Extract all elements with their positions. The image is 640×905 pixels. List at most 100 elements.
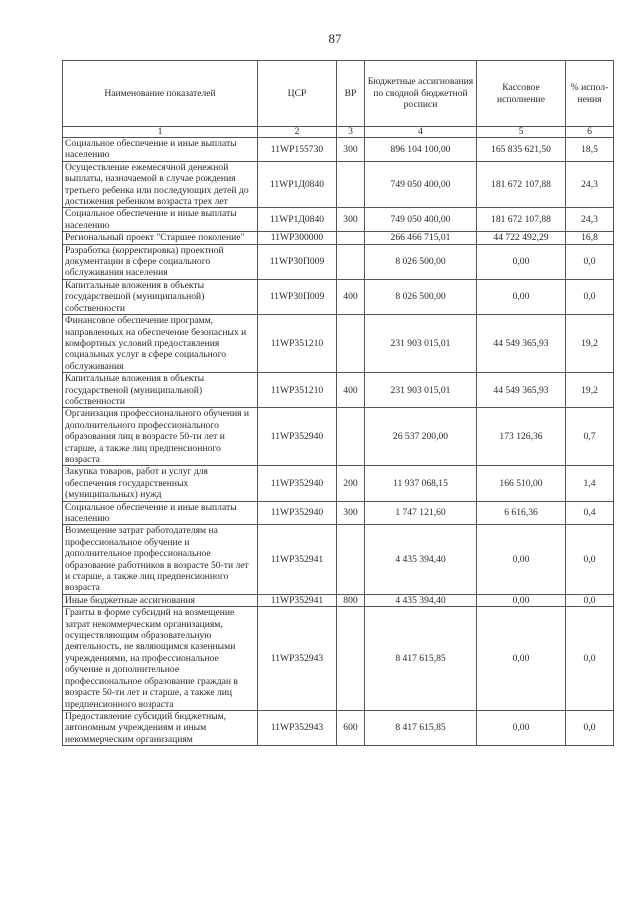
cell-vr: 300 <box>336 207 365 233</box>
cell-budget: 4 435 394,40 <box>364 593 477 608</box>
column-number: 1 <box>62 126 258 138</box>
cell-name: Организация профессионального обучения и… <box>62 407 258 467</box>
header-budget: Бюджетные ассигнования по сводной бюджет… <box>364 60 477 127</box>
cell-vr: 200 <box>336 465 365 502</box>
cell-name: Социальное обеспечение и иные выплаты на… <box>62 137 258 162</box>
table-row: Возмещение затрат работодателям на профе… <box>62 524 614 595</box>
table-row: Гранты в форме субсидий на возмещение за… <box>62 606 614 711</box>
cell-budget: 4 435 394,40 <box>364 524 477 595</box>
cell-vr: 300 <box>336 500 365 526</box>
cell-budget: 8 417 615,85 <box>364 709 477 747</box>
cell-cash: 0,00 <box>476 524 566 595</box>
cell-percent: 0,4 <box>565 500 614 526</box>
table-row: Иные бюджетные ассигнования 11WP352941 800… <box>62 593 614 608</box>
cell-csr: 11WP352943 <box>257 606 337 711</box>
cell-name: Капитальные вложения в объекты государст… <box>62 372 258 409</box>
cell-name: Региональный проект "Старшее поколение" <box>62 231 258 245</box>
header-cash: Кассовое исполнение <box>476 60 566 127</box>
cell-percent: 18,5 <box>565 137 614 162</box>
cell-vr: 800 <box>336 593 365 608</box>
column-number-row: 1 2 3 4 5 6 <box>62 126 614 138</box>
cell-percent: 0,0 <box>565 243 614 280</box>
header-csr: ЦСР <box>257 60 337 127</box>
cell-name: Капитальные вложения в объекты государст… <box>62 278 258 316</box>
cell-percent: 16,8 <box>565 231 614 245</box>
cell-vr: 300 <box>336 137 365 162</box>
cell-budget: 8 026 500,00 <box>364 278 477 316</box>
cell-cash: 0,00 <box>476 709 566 747</box>
cell-vr: 400 <box>336 372 365 409</box>
cell-budget: 26 537 200,00 <box>364 407 477 467</box>
table-row: Осуществление ежемесячной денежной выпла… <box>62 160 614 209</box>
header-row: Наименование показателей ЦСР ВР Бюджетны… <box>62 60 614 127</box>
cell-name: Социальное обеспечение и иные выплаты на… <box>62 500 258 526</box>
cell-budget: 231 903 015,01 <box>364 372 477 409</box>
cell-cash: 6 616,36 <box>476 500 566 526</box>
table-row: Организация профессионального обучения и… <box>62 407 614 467</box>
cell-cash: 173 126,36 <box>476 407 566 467</box>
header-percent: % испол-нения <box>565 60 614 127</box>
cell-budget: 1 747 121,60 <box>364 500 477 526</box>
cell-cash: 0,00 <box>476 606 566 711</box>
cell-csr: 11WP1Д0840 <box>257 207 337 233</box>
table-row: Капитальные вложения в объекты государст… <box>62 278 614 316</box>
cell-percent: 24,3 <box>565 207 614 233</box>
table-row: Социальное обеспечение и иные выплаты на… <box>62 137 614 162</box>
column-number: 3 <box>336 126 365 138</box>
cell-csr: 11WP351210 <box>257 314 337 374</box>
cell-name: Предоставление субсидий бюджетным, автон… <box>62 709 258 747</box>
table-row: Капитальные вложения в объекты государст… <box>62 372 614 409</box>
cell-percent: 19,2 <box>565 372 614 409</box>
cell-name: Гранты в форме субсидий на возмещение за… <box>62 606 258 711</box>
table-row: Социальное обеспечение и иные выплаты на… <box>62 500 614 526</box>
cell-percent: 0,0 <box>565 278 614 316</box>
cell-name: Разработка (корректировка) проектной док… <box>62 243 258 280</box>
table-row: Региональный проект "Старшее поколение" 1… <box>62 231 614 245</box>
cell-name: Возмещение затрат работодателям на профе… <box>62 524 258 595</box>
cell-vr: 400 <box>336 278 365 316</box>
cell-vr <box>336 407 365 467</box>
cell-vr <box>336 524 365 595</box>
cell-csr: 11WP352941 <box>257 593 337 608</box>
cell-budget: 11 937 068,15 <box>364 465 477 502</box>
cell-vr <box>336 606 365 711</box>
cell-csr: 11WP300000 <box>257 231 337 245</box>
cell-cash: 165 835 621,50 <box>476 137 566 162</box>
table-row: Социальное обеспечение и иные выплаты на… <box>62 207 614 233</box>
column-number: 2 <box>257 126 337 138</box>
cell-budget: 8 026 500,00 <box>364 243 477 280</box>
cell-csr: 11WP1Д0840 <box>257 160 337 209</box>
cell-name: Осуществление ежемесячной денежной выпла… <box>62 160 258 209</box>
cell-budget: 8 417 615,85 <box>364 606 477 711</box>
cell-budget: 749 050 400,00 <box>364 160 477 209</box>
cell-budget: 749 050 400,00 <box>364 207 477 233</box>
cell-budget: 231 903 015,01 <box>364 314 477 374</box>
cell-vr <box>336 160 365 209</box>
table-row: Разработка (корректировка) проектной док… <box>62 243 614 280</box>
column-number: 4 <box>364 126 477 138</box>
cell-csr: 11WP351210 <box>257 372 337 409</box>
cell-csr: 11WP352941 <box>257 524 337 595</box>
header-name: Наименование показателей <box>62 60 258 127</box>
page-number: 87 <box>328 31 342 46</box>
cell-percent: 0,0 <box>565 593 614 608</box>
table-row: Финансовое обеспечение программ, направл… <box>62 314 614 374</box>
cell-cash: 0,00 <box>476 278 566 316</box>
cell-name: Закупка товаров, работ и услуг для обесп… <box>62 465 258 502</box>
cell-cash: 166 510,00 <box>476 465 566 502</box>
table-row: Закупка товаров, работ и услуг для обесп… <box>62 465 614 502</box>
cell-vr <box>336 243 365 280</box>
header-vr: ВР <box>336 60 365 127</box>
cell-budget: 896 104 100,00 <box>364 137 477 162</box>
cell-cash: 44 549 365,93 <box>476 314 566 374</box>
cell-csr: 11WP352943 <box>257 709 337 747</box>
cell-cash: 181 672 107,88 <box>476 207 566 233</box>
cell-vr <box>336 314 365 374</box>
cell-name: Социальное обеспечение и иные выплаты на… <box>62 207 258 233</box>
cell-csr: 11WP352940 <box>257 465 337 502</box>
cell-percent: 0,0 <box>565 709 614 747</box>
cell-cash: 0,00 <box>476 243 566 280</box>
cell-cash: 181 672 107,88 <box>476 160 566 209</box>
table-row: Предоставление субсидий бюджетным, автон… <box>62 709 614 747</box>
cell-csr: 11WP30П009 <box>257 243 337 280</box>
